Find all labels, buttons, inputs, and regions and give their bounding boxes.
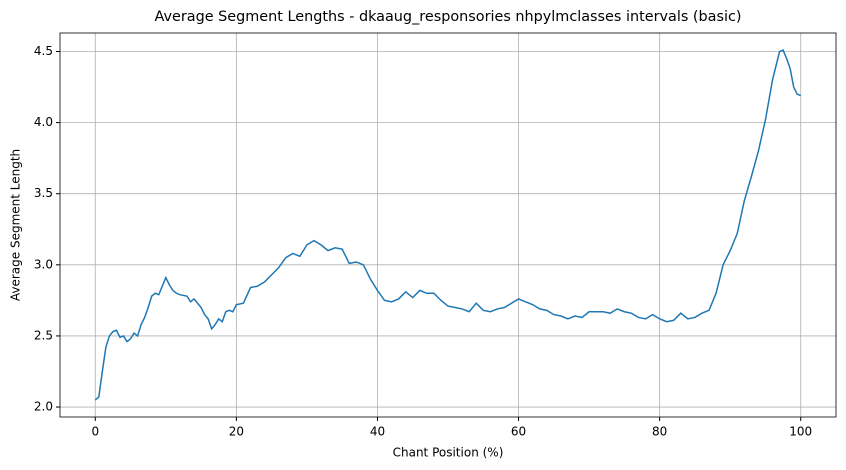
y-tick-label: 4.0 — [34, 115, 53, 129]
y-tick-label: 3.5 — [34, 186, 53, 200]
x-tick-label: 40 — [370, 425, 385, 439]
data-line — [94, 49, 802, 401]
x-tick-label: 20 — [229, 425, 244, 439]
x-tick-label: 80 — [652, 425, 667, 439]
x-tick-label: 60 — [511, 425, 526, 439]
x-axis-label: Chant Position (%) — [393, 446, 504, 460]
y-tick-label: 2.5 — [34, 328, 53, 342]
y-tick-label: 3.0 — [34, 257, 53, 271]
chart-title: Average Segment Lengths - dkaaug_respons… — [154, 9, 741, 25]
y-tick-label: 2.0 — [34, 400, 53, 414]
y-tick-label: 4.5 — [34, 44, 53, 58]
plot-frame — [59, 32, 837, 418]
x-tick-label: 100 — [789, 425, 812, 439]
x-tick-label: 0 — [91, 425, 99, 439]
y-axis-label: Average Segment Length — [9, 149, 23, 301]
